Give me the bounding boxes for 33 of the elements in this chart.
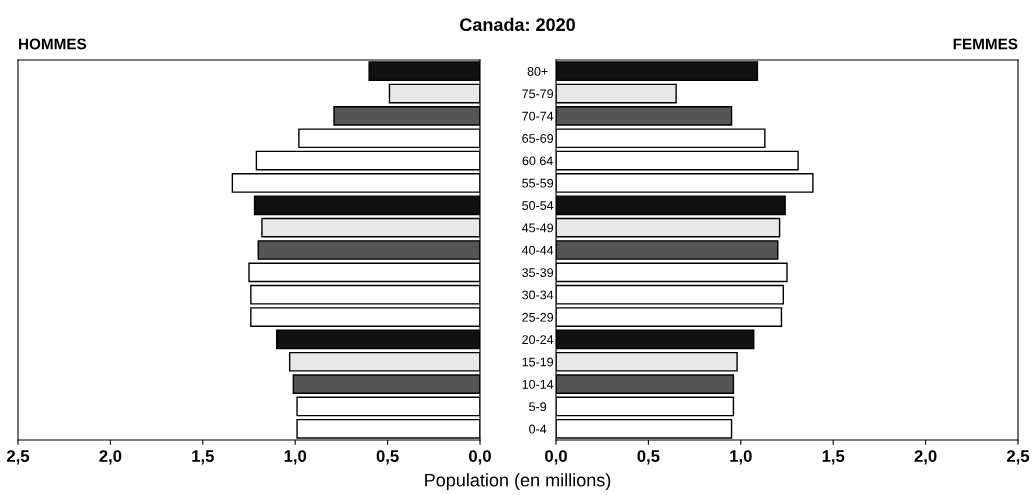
- x-axis-title: Population (en millions): [425, 473, 611, 491]
- y-tick-label: 5-9: [529, 402, 547, 412]
- x-tick-label: 0,5: [637, 450, 660, 465]
- x-tick-label: 2,5: [6, 450, 30, 465]
- y-tick-label: 40-44: [521, 245, 554, 255]
- y-tick-label: 25-29: [522, 312, 554, 322]
- x-tick-label: 1,0: [284, 450, 307, 465]
- x-tick-label: 1,0: [730, 450, 752, 465]
- x-tick-label: 2,0: [99, 450, 122, 465]
- x-tick-label: 1,5: [192, 450, 214, 465]
- x-tick-label: 0,5: [376, 450, 399, 465]
- y-tick-label: 60 64: [522, 156, 553, 166]
- x-tick-label: 2,0: [914, 450, 937, 465]
- y-tick-label: 65-69: [522, 134, 554, 143]
- x-tick-label: 1,5: [822, 450, 845, 465]
- chart-subtitle: HOMMES: [19, 38, 87, 50]
- y-tick-label: 35-39: [522, 268, 554, 278]
- y-tick-label: 55-59: [522, 178, 554, 188]
- y-tick-label: 15-19: [522, 357, 554, 367]
- y-tick-label: 45-49: [521, 223, 554, 233]
- y-tick-label: 75-79: [522, 89, 554, 99]
- text: Canada: 2020: [460, 17, 575, 32]
- y-tick-label: 80+: [527, 66, 548, 76]
- y-tick-label: 50-54: [522, 201, 554, 210]
- y-tick-label: 20-24: [522, 335, 554, 345]
- x-tick-label: 0,0: [469, 450, 491, 465]
- chart-subtitle: FEMMES: [953, 38, 1018, 50]
- y-tick-label: 0-4: [529, 424, 547, 434]
- x-tick-label: 0,0: [545, 450, 567, 465]
- y-tick-label: 30-34: [522, 290, 554, 300]
- y-tick-label: 10-14: [522, 379, 554, 389]
- y-tick-label: 70-74: [522, 111, 554, 121]
- x-tick-label: 2,5: [1006, 450, 1030, 465]
